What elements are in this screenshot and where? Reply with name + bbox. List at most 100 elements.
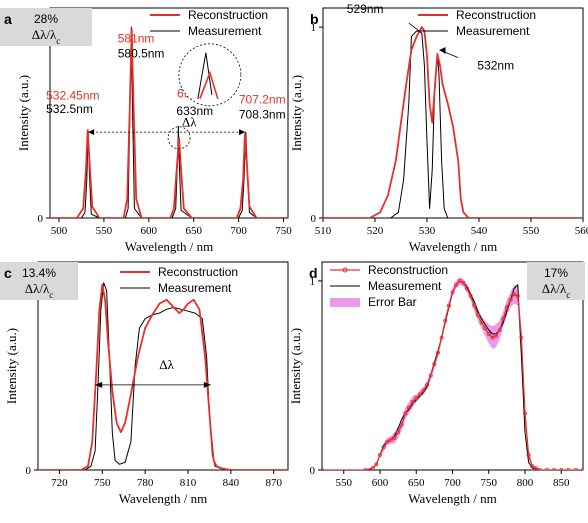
badge-formula: Δλ/λc	[542, 281, 571, 300]
badge-background	[0, 8, 92, 46]
x-tick-label: 750	[481, 477, 498, 489]
x-tick-label: 600	[372, 477, 389, 489]
panel-label: b	[310, 11, 319, 27]
data-point	[490, 335, 495, 340]
x-axis-label: Wavelength / nm	[125, 239, 214, 254]
y-tick-label: 0	[311, 213, 317, 225]
y-tick-label: 0	[310, 465, 316, 477]
data-point	[363, 468, 368, 470]
legend-marker	[342, 267, 348, 273]
y-tick-label: 1	[311, 22, 317, 34]
panel-label: d	[309, 265, 318, 281]
legend: Reconstruction Measurement	[418, 8, 536, 38]
badge-background	[0, 262, 78, 300]
legend-label: Measurement	[456, 24, 530, 38]
legend-label: Reconstruction	[188, 8, 268, 22]
x-tick-label: 720	[51, 477, 68, 489]
arrow-head	[239, 129, 246, 136]
data-point	[421, 388, 426, 393]
data-point	[417, 392, 422, 397]
legend-label: Reconstruction	[158, 265, 238, 279]
badge-value: 28%	[34, 12, 58, 26]
annotation-label: 708.3nm	[239, 108, 286, 122]
data-point	[432, 362, 437, 367]
y-tick-label: 1	[310, 276, 316, 288]
series-line-measurement	[38, 282, 288, 470]
panel-label: c	[4, 265, 12, 281]
x-tick-label: 560	[575, 225, 588, 237]
data-point	[450, 290, 455, 295]
plot-frame	[322, 7, 584, 219]
zoom-source-circle	[167, 126, 191, 150]
annotation-label: 532.5nm	[46, 102, 93, 116]
annotation-label: Δλ	[159, 357, 174, 372]
annotation-label: 529nm	[347, 2, 384, 16]
x-tick-label: 780	[137, 477, 154, 489]
x-tick-label: 700	[444, 477, 461, 489]
x-tick-label: 500	[51, 225, 68, 237]
plot-area	[50, 26, 288, 218]
data-point	[396, 430, 401, 435]
badge-value: 13.4%	[22, 266, 56, 280]
legend: Reconstruction Measurement	[150, 8, 268, 38]
series-line-reconstruction	[50, 28, 288, 218]
x-tick-label: 700	[230, 225, 247, 237]
series-line-reconstruction	[38, 283, 288, 470]
error-band	[322, 277, 583, 470]
annotation-label: 532nm	[477, 58, 514, 72]
panel-a: 50055060065070075001Wavelength / nmInten…	[0, 7, 292, 254]
data-point	[457, 278, 462, 283]
zoom-measurement-peak	[197, 52, 213, 99]
legend-label: Reconstruction	[456, 8, 536, 22]
data-point	[414, 396, 419, 401]
data-point	[512, 292, 517, 297]
data-point	[544, 468, 549, 470]
data-point	[370, 466, 375, 470]
data-point	[519, 335, 524, 340]
legend-label: Measurement	[368, 279, 442, 293]
data-point	[475, 312, 480, 317]
series-line-measurement	[322, 280, 583, 470]
x-axis-label: Wavelength / nm	[119, 491, 208, 506]
x-tick-label: 650	[185, 225, 202, 237]
data-point	[472, 303, 477, 308]
x-tick-label: 520	[367, 225, 384, 237]
data-point	[439, 335, 444, 340]
plot-area	[323, 26, 583, 218]
data-point	[483, 326, 488, 331]
x-tick-label: 850	[553, 477, 570, 489]
x-tick-label: 600	[141, 225, 158, 237]
data-point	[399, 422, 404, 427]
x-tick-label: 810	[180, 477, 197, 489]
series-line-reconstruction	[323, 26, 583, 218]
panel-d: 550 600 650 700 750 800 850 0 1 Wavelength / nm In…	[288, 261, 585, 506]
data-point	[504, 305, 509, 310]
legend-label: Reconstruction	[368, 263, 448, 277]
data-point	[497, 328, 502, 333]
arrow-head	[203, 381, 211, 388]
legend-swatch-error-bar	[330, 298, 360, 307]
x-tick-label: 550	[96, 225, 113, 237]
pointer-529	[408, 22, 420, 32]
data-point	[464, 286, 469, 291]
data-point	[468, 294, 473, 299]
data-point	[493, 333, 498, 338]
data-point	[428, 373, 433, 378]
x-tick-label: 550	[336, 477, 353, 489]
data-point	[533, 466, 538, 470]
plot-area	[38, 282, 288, 470]
data-point	[377, 452, 382, 457]
y-tick-label: 0	[38, 213, 44, 225]
data-point	[410, 399, 415, 404]
annotation-label: 581nm	[118, 31, 155, 45]
data-point	[381, 445, 386, 450]
legend-label: Measurement	[188, 24, 262, 38]
data-point	[322, 468, 324, 470]
data-point	[508, 297, 513, 302]
data-point	[523, 411, 528, 416]
panel-label: a	[4, 11, 12, 27]
badge-value: 17%	[544, 266, 568, 280]
data-point	[443, 318, 448, 323]
x-tick-label: 530	[419, 225, 436, 237]
y-axis-label: Intensity (a.u.)	[289, 75, 304, 151]
